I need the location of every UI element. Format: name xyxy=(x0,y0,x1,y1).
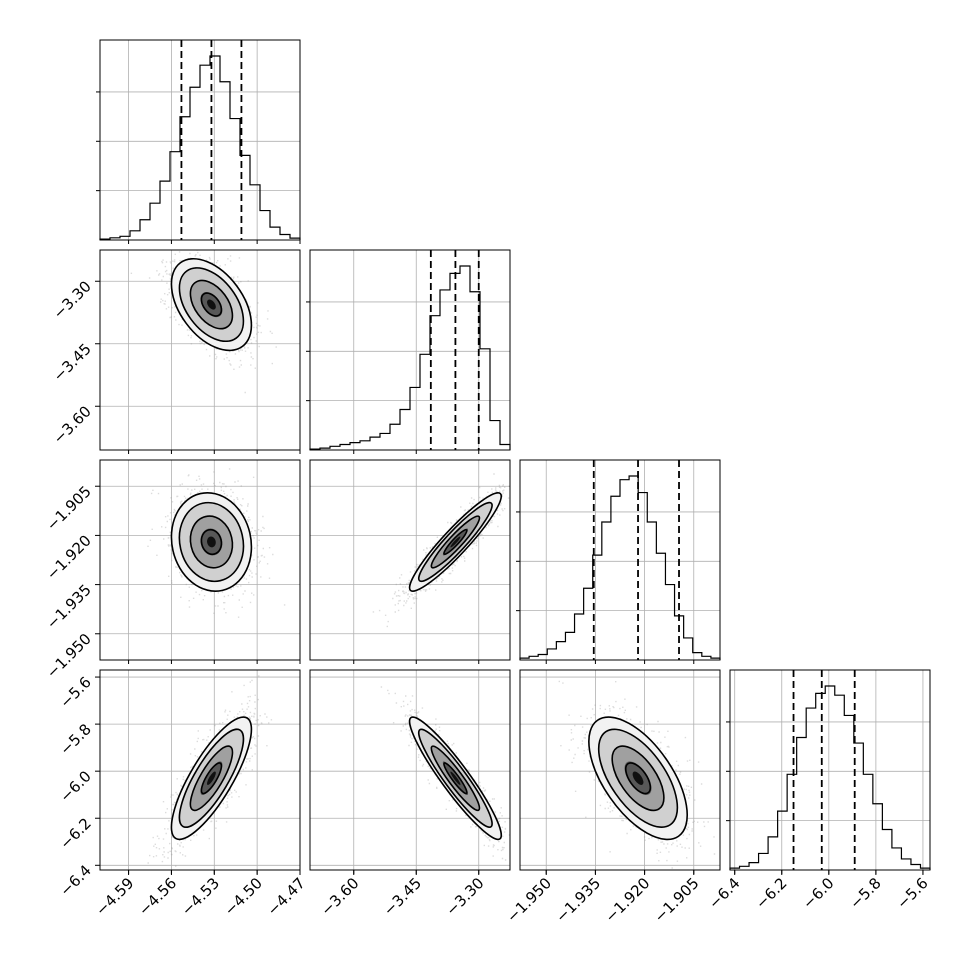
scatter-panel-1-0 xyxy=(99,249,301,451)
contour-line xyxy=(189,279,234,330)
histogram-panel-1 xyxy=(306,249,511,451)
contour-line xyxy=(443,762,468,795)
y-tick-label: −1.920 xyxy=(43,532,95,584)
y-tick-label: −3.30 xyxy=(50,277,95,322)
contour-line xyxy=(170,257,253,352)
histogram-panel-3 xyxy=(726,669,931,871)
contour-line xyxy=(189,745,234,812)
histogram-panel-2 xyxy=(516,459,721,661)
panel-frame xyxy=(309,459,511,661)
scatter-content xyxy=(147,675,273,870)
y-tick-label: −6.0 xyxy=(56,767,94,805)
panel-frame xyxy=(519,669,721,871)
panel-frame xyxy=(99,669,301,871)
contour-line xyxy=(408,716,503,841)
contour-line xyxy=(170,716,253,841)
y-tick-label: −1.950 xyxy=(43,630,95,682)
scatter-panel-2-1 xyxy=(309,459,511,661)
contour-line xyxy=(189,515,234,569)
contour-line xyxy=(200,292,223,317)
y-tick-label: −5.8 xyxy=(56,720,94,758)
contour-line xyxy=(611,745,665,812)
panel-frame xyxy=(519,459,721,661)
histogram-step-line xyxy=(99,55,301,240)
y-tick-label: −1.905 xyxy=(43,482,95,534)
x-tick-label: −1.935 xyxy=(552,874,604,926)
x-tick-label: −1.950 xyxy=(503,874,555,926)
x-tick-label: −4.53 xyxy=(178,874,223,919)
panel-frame xyxy=(99,249,301,451)
histogram-step-line xyxy=(519,475,721,660)
x-tick-label: −3.60 xyxy=(317,874,362,919)
density-fill-core xyxy=(207,299,216,310)
x-tick-label: −4.56 xyxy=(135,874,180,919)
x-tick-label: −5.8 xyxy=(846,874,884,912)
panel-frame xyxy=(99,459,301,661)
density-fill-core xyxy=(632,771,644,785)
panel-frame xyxy=(729,669,931,871)
sample-points xyxy=(372,473,510,628)
contour-line xyxy=(417,728,493,828)
contour-line xyxy=(443,528,468,556)
contour-line xyxy=(597,728,679,828)
scatter-content xyxy=(558,680,716,869)
panel-frame xyxy=(309,249,511,451)
x-tick-label: −1.920 xyxy=(601,874,653,926)
y-tick-label: −3.60 xyxy=(50,402,95,447)
y-tick-label: −5.6 xyxy=(56,673,94,711)
scatter-content xyxy=(130,250,277,394)
scatter-content xyxy=(380,686,510,870)
x-tick-label: −3.30 xyxy=(442,874,487,919)
scatter-panel-2-0 xyxy=(99,459,301,661)
x-tick-label: −3.45 xyxy=(380,874,425,919)
y-tick-label: −1.935 xyxy=(43,581,95,633)
histogram-step-line xyxy=(309,265,511,450)
y-tick-label: −3.45 xyxy=(50,340,95,385)
scatter-panel-3-2 xyxy=(519,669,721,871)
density-fill-core xyxy=(207,536,216,548)
histogram-step-line xyxy=(729,685,931,870)
scatter-content xyxy=(147,468,286,618)
contour-line xyxy=(588,716,689,841)
y-tick-label: −6.4 xyxy=(56,861,94,899)
x-tick-label: −4.50 xyxy=(221,874,266,919)
x-tick-label: −4.47 xyxy=(264,874,309,919)
scatter-panel-3-1 xyxy=(309,669,511,871)
contour-line xyxy=(200,528,223,556)
contour-line xyxy=(200,762,223,795)
contour-line xyxy=(178,728,245,828)
contour-line xyxy=(624,762,652,795)
scatter-panel-3-0 xyxy=(99,669,301,871)
x-tick-label: −1.905 xyxy=(651,874,703,926)
contour-line xyxy=(170,491,253,592)
x-tick-label: −6.2 xyxy=(752,874,790,912)
density-fill-core xyxy=(450,536,461,548)
contour-line xyxy=(178,501,245,583)
y-tick-label: −6.2 xyxy=(56,814,94,852)
histogram-panel-0 xyxy=(96,39,301,241)
density-fill-core xyxy=(207,771,216,785)
x-tick-label: −5.6 xyxy=(893,874,931,912)
panel-frame xyxy=(309,669,511,871)
contour-line xyxy=(430,745,481,812)
contour-line xyxy=(417,501,493,583)
density-fill-core xyxy=(450,771,461,785)
panel-frame xyxy=(99,39,301,241)
x-tick-label: −6.0 xyxy=(799,874,837,912)
scatter-content xyxy=(372,473,510,628)
contour-line xyxy=(408,491,503,592)
contour-line xyxy=(178,267,245,343)
x-tick-label: −6.4 xyxy=(705,874,743,912)
x-tick-label: −4.59 xyxy=(92,874,137,919)
contour-line xyxy=(430,515,481,569)
